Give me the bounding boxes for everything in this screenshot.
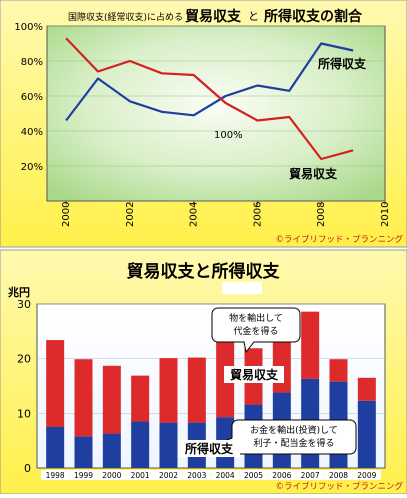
- title-trade-text: 貿易収支: [185, 8, 242, 25]
- bar-trade: [358, 378, 376, 401]
- bar-income: [46, 427, 64, 468]
- bar-income: [131, 422, 149, 468]
- callout-bottom-line-2: 利子・配当金を得る: [253, 437, 334, 449]
- line-y-tick-label: 80%: [21, 57, 43, 68]
- bar-trade: [188, 358, 206, 423]
- bar-x-tick-label: 1998: [46, 471, 65, 480]
- credit-text-bottom: ©ライブリフッド・プランニング: [275, 481, 403, 492]
- bar-trade: [160, 358, 178, 423]
- series-label-trade: 貿易収支: [289, 166, 338, 181]
- line-x-tick-label: 2004: [189, 202, 200, 227]
- line-x-tick-label: 2002: [125, 202, 136, 227]
- bar-income: [160, 423, 178, 468]
- bar-x-tick-label: 2007: [301, 471, 320, 480]
- bar-x-tick-label: 2001: [131, 471, 150, 480]
- bar-trade: [103, 366, 121, 434]
- bar-x-tick-label: 2003: [187, 471, 206, 480]
- bar-trade: [75, 359, 93, 436]
- bar-y-tick-label: 0: [24, 462, 31, 475]
- bar-x-tick-label: 2000: [102, 471, 121, 480]
- bar-y-tick-label: 20: [17, 353, 31, 366]
- bar-label-trade: 貿易収支: [230, 367, 279, 382]
- bar-label-income: 所得収支: [185, 441, 234, 456]
- bar-y-tick-label: 10: [17, 407, 31, 420]
- title-income-text: 所得収支の割合: [264, 8, 363, 25]
- bar-chart-title: 貿易収支と所得収支: [127, 261, 281, 282]
- bar-y-tick-label: 30: [17, 298, 31, 311]
- callout-top-line-2: 代金を得る: [233, 325, 278, 337]
- title-small-text: 国際収支(経常収支)に占める: [68, 11, 183, 23]
- title-and-text: と: [248, 10, 259, 23]
- line-x-tick-label: 2010: [380, 202, 391, 227]
- bar-chart-panel: 貿易収支と所得収支 兆円 30 20 10 0 1998 1999 2000 2001 200…: [0, 250, 407, 494]
- bar-x-tick-label: 1999: [74, 471, 93, 480]
- bar-income: [358, 401, 376, 468]
- bar-trade: [46, 340, 64, 427]
- bar-x-tick-label: 2002: [159, 471, 178, 480]
- line-y-tick-label: 100%: [14, 22, 43, 33]
- bar-x-tick-label: 2009: [357, 471, 376, 480]
- bar-trade: [330, 359, 348, 381]
- line-y-tick-label: 20%: [21, 162, 43, 173]
- callout-export-capital: お金を輸出(投資)して 利子・配当金を得る: [222, 420, 356, 454]
- bar-trade: [131, 376, 149, 422]
- series-label-income: 所得収支: [318, 56, 367, 71]
- bar-x-tick-label: 2005: [244, 471, 263, 480]
- callout-top-line-1: 物を輸出して: [229, 312, 283, 324]
- bar-income: [103, 434, 121, 468]
- bar-income: [75, 436, 93, 468]
- bar-y-unit: 兆円: [8, 285, 30, 299]
- title-highlight: [222, 282, 262, 294]
- line-y-tick-label: 40%: [21, 127, 43, 138]
- bar-x-tick-label: 2008: [329, 471, 348, 480]
- bar-trade: [301, 312, 319, 379]
- line-x-tick-label: 2008: [316, 202, 327, 227]
- annotation-100: 100%: [214, 130, 243, 141]
- line-x-tick-label: 2006: [252, 202, 263, 227]
- credit-text-top: ©ライブリフッド・プランニング: [275, 234, 403, 245]
- bar-x-tick-label: 2004: [216, 471, 235, 480]
- callout-bottom-line-1: お金を輸出(投資)して: [250, 424, 338, 436]
- line-chart-panel: 国際収支(経常収支)に占める 貿易収支 と 所得収支の割合 100% 80% 60%…: [0, 0, 407, 247]
- line-x-tick-label: 2000: [61, 202, 72, 227]
- line-y-tick-label: 60%: [21, 92, 43, 103]
- bar-x-tick-label: 2006: [272, 471, 291, 480]
